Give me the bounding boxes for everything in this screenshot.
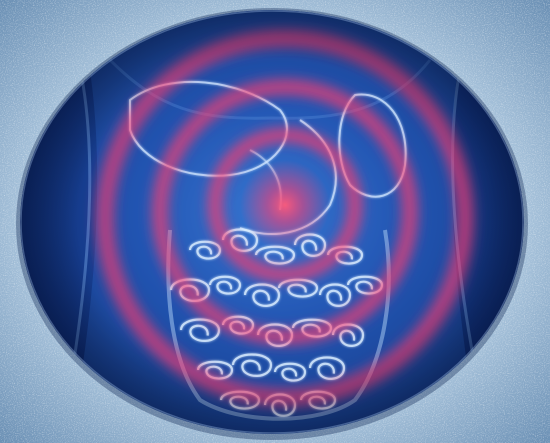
oval-highlight [20,10,524,434]
xray-oval [20,10,524,434]
